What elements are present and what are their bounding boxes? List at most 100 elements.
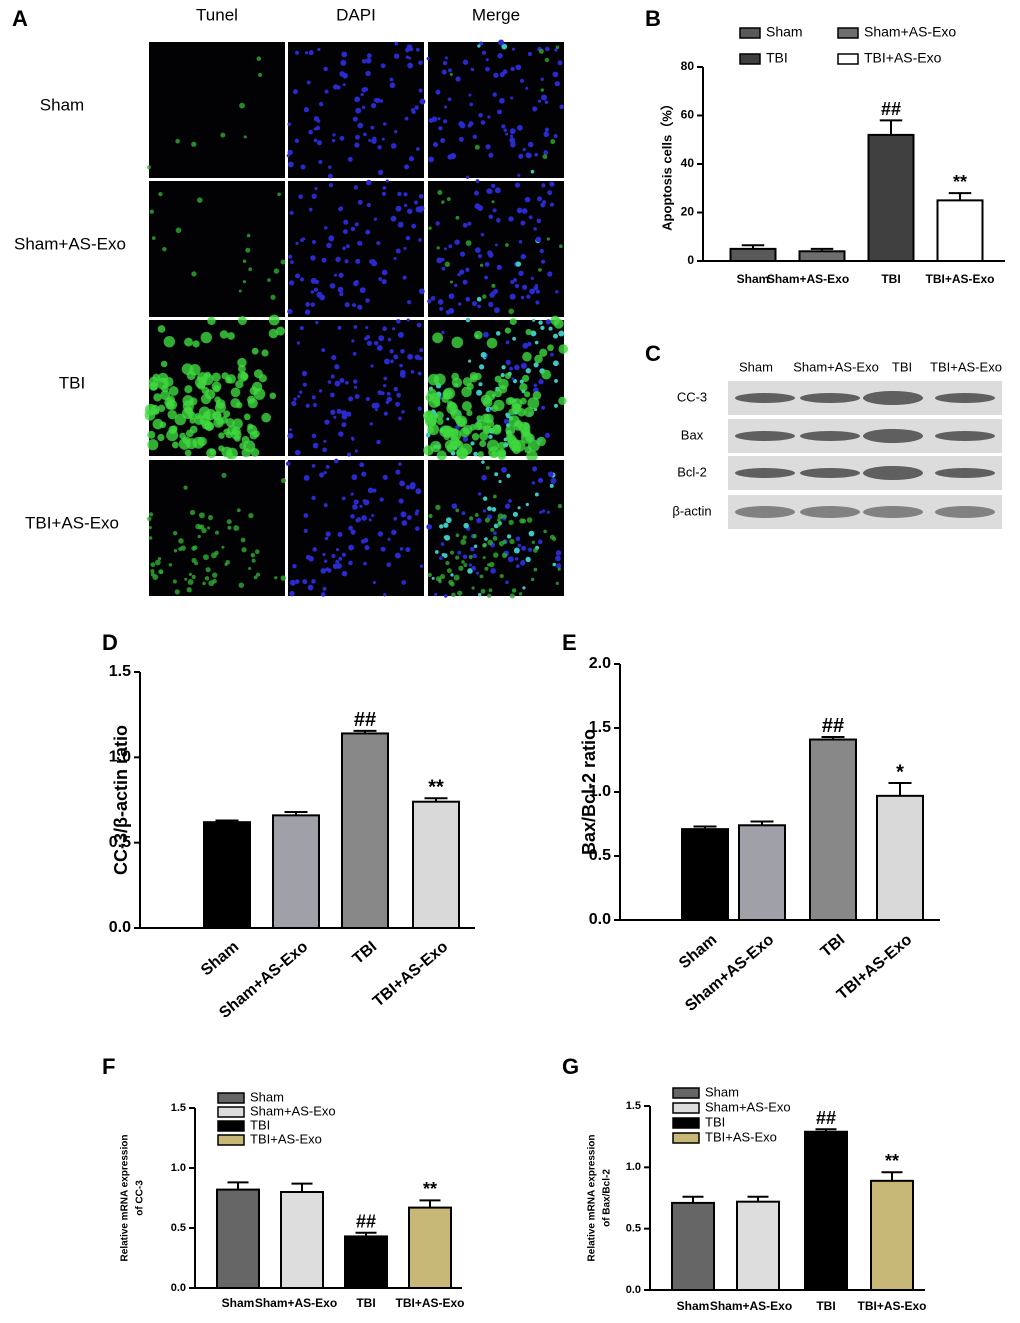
tunel-cell	[173, 549, 178, 553]
x-tick-label: Sham	[737, 272, 770, 286]
tunel-cell	[163, 335, 176, 348]
nucleus	[333, 458, 339, 464]
nucleus	[403, 246, 407, 250]
nucleus	[311, 464, 316, 468]
nucleus	[515, 536, 521, 542]
nucleus	[319, 294, 326, 301]
nucleus	[522, 284, 528, 290]
nucleus	[503, 418, 509, 425]
legend-swatch	[217, 1092, 245, 1104]
nucleus	[522, 586, 526, 590]
tunel-cell	[184, 577, 188, 581]
tunel-cell	[485, 465, 490, 470]
nucleus	[335, 547, 340, 552]
nucleus	[354, 96, 361, 103]
nucleus	[553, 333, 559, 339]
nucleus	[385, 400, 390, 405]
tunel-cell	[508, 308, 515, 315]
nucleus	[373, 341, 379, 346]
nucleus	[448, 293, 455, 300]
nucleus	[501, 124, 506, 129]
nucleus	[559, 104, 564, 110]
nucleus	[395, 469, 401, 475]
nucleus	[499, 97, 505, 104]
nucleus	[310, 290, 315, 294]
column-label: Tunel	[196, 5, 238, 24]
nucleus	[391, 327, 396, 331]
nucleus	[303, 513, 309, 518]
nucleus	[468, 359, 472, 363]
legend-swatch	[217, 1106, 245, 1118]
nucleus	[515, 64, 522, 71]
tunel-cell	[493, 389, 502, 398]
tunel-cell	[162, 246, 167, 252]
nucleus	[304, 51, 309, 55]
tunel-cell	[189, 417, 196, 424]
nucleus	[355, 518, 360, 523]
tunel-cell	[435, 504, 441, 511]
y-tick-label: 0.0	[626, 1284, 641, 1296]
nucleus	[331, 553, 336, 559]
nucleus	[332, 133, 336, 137]
nucleus	[460, 123, 465, 128]
tunel-cell	[514, 420, 523, 429]
tunel-cell	[184, 385, 193, 394]
nucleus	[321, 257, 327, 263]
tunel-cell	[150, 569, 155, 574]
tunel-cell	[488, 588, 493, 593]
nucleus	[557, 60, 563, 66]
nucleus	[554, 379, 558, 383]
tunel-cell	[233, 525, 240, 531]
tunel-cell	[491, 200, 495, 204]
nucleus	[353, 385, 358, 389]
nucleus	[382, 474, 388, 480]
nucleus	[303, 475, 310, 481]
nucleus	[360, 92, 364, 97]
nucleus	[285, 461, 291, 466]
legend-swatch	[672, 1087, 700, 1099]
nucleus	[406, 208, 413, 215]
nucleus	[340, 59, 347, 66]
nucleus	[444, 56, 448, 60]
tunel-cell	[232, 418, 243, 429]
nucleus	[494, 307, 500, 314]
nucleus	[550, 477, 557, 484]
tunel-cell	[463, 563, 468, 568]
tunel-cell	[455, 533, 460, 538]
nucleus	[407, 353, 414, 360]
nucleus	[323, 503, 328, 508]
nucleus	[381, 269, 388, 276]
tunel-cell	[166, 395, 175, 404]
nucleus	[476, 571, 480, 575]
tunel-cell	[487, 439, 499, 452]
tunel-cell	[557, 503, 563, 509]
nucleus	[323, 470, 327, 475]
nucleus	[513, 278, 518, 282]
nucleus	[462, 279, 468, 285]
tunel-cell	[157, 325, 166, 333]
nucleus	[343, 219, 349, 225]
tunel-cell	[215, 530, 219, 535]
legend-label: TBI+AS-Exo	[250, 1131, 322, 1146]
nucleus	[427, 299, 432, 304]
micrograph-bg	[288, 460, 424, 596]
nucleus	[352, 303, 357, 308]
tunel-cell	[441, 395, 449, 403]
nucleus	[401, 580, 406, 585]
tunel-cell	[150, 562, 156, 568]
nucleus	[518, 240, 523, 244]
nucleus	[393, 386, 398, 392]
nucleus	[555, 290, 559, 294]
nucleus	[476, 389, 483, 396]
nucleus	[465, 175, 470, 179]
blot-band	[800, 506, 860, 518]
nucleus	[393, 256, 397, 261]
nucleus	[444, 594, 448, 598]
nucleus	[555, 550, 562, 556]
nucleus	[521, 208, 528, 214]
tunel-cell	[212, 578, 217, 584]
nucleus	[418, 288, 425, 295]
tunel-cell	[472, 533, 477, 539]
nucleus	[341, 51, 348, 58]
tunel-cell	[167, 409, 177, 420]
